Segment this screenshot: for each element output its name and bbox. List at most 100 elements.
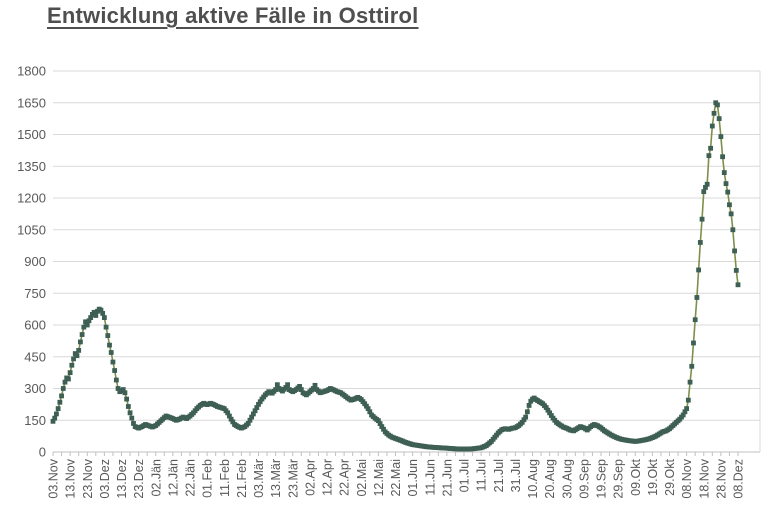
- data-point-marker: [230, 419, 236, 425]
- data-point-marker: [379, 424, 385, 429]
- data-point-marker: [110, 359, 116, 365]
- data-point-marker: [312, 382, 318, 388]
- data-point-marker: [250, 411, 256, 417]
- data-point-marker: [543, 405, 549, 410]
- data-point-marker: [55, 406, 61, 412]
- data-point-marker: [254, 405, 260, 410]
- data-point-marker: [545, 407, 551, 413]
- data-point-marker: [91, 309, 97, 315]
- data-point-marker: [523, 414, 529, 420]
- x-axis-tick-label: 29.Sep: [612, 459, 626, 499]
- data-point-marker: [735, 282, 741, 288]
- x-axis-tick-label: 22.Apr: [338, 459, 352, 496]
- data-point-marker: [108, 350, 114, 355]
- y-axis-tick-label: 1650: [17, 95, 46, 110]
- data-point-marker: [709, 123, 715, 129]
- x-axis-tick-label: 18.Nov: [697, 458, 711, 498]
- data-point-marker: [273, 387, 279, 392]
- data-point-marker: [680, 412, 686, 418]
- data-point-marker: [701, 189, 707, 195]
- data-point-marker: [76, 348, 82, 353]
- data-point-marker: [131, 421, 136, 426]
- data-point-marker: [226, 413, 232, 419]
- y-axis-tick-label: 1350: [17, 159, 46, 174]
- y-axis-tick-label: 0: [39, 445, 46, 460]
- data-point-marker: [71, 356, 76, 362]
- data-point-marker: [367, 409, 373, 415]
- x-axis-tick-label: 23.Mär: [286, 459, 300, 498]
- data-point-marker: [297, 383, 302, 389]
- x-axis-tick-label: 08.Dez: [732, 459, 746, 499]
- y-axis-tick-label: 750: [24, 286, 46, 301]
- data-point-marker: [682, 409, 688, 415]
- data-point-marker: [78, 339, 83, 345]
- data-point-marker: [704, 181, 710, 187]
- data-point-marker: [377, 421, 383, 427]
- data-point-marker: [107, 342, 112, 348]
- data-point-marker: [257, 399, 263, 405]
- x-axis-tick-label: 29.Okt: [663, 458, 677, 495]
- data-point-marker: [54, 411, 59, 417]
- data-point-marker: [727, 202, 732, 208]
- data-point-marker: [247, 417, 253, 423]
- data-point-marker: [83, 319, 88, 325]
- data-point-marker: [689, 363, 695, 369]
- data-point-marker: [720, 154, 725, 160]
- data-point-marker: [725, 189, 731, 195]
- x-axis-tick-label: 13.Dez: [115, 459, 129, 499]
- data-point-marker: [526, 403, 532, 408]
- x-axis-tick-label: 13.Nov: [64, 458, 78, 498]
- x-axis-tick-label: 12.Mai: [372, 459, 386, 497]
- y-axis-tick-label: 1500: [17, 127, 46, 142]
- x-axis-tick-label: 02.Apr: [303, 459, 317, 496]
- data-point-marker: [721, 170, 727, 175]
- x-axis-tick-label: 12.Jän: [166, 459, 180, 497]
- data-point-marker: [62, 379, 68, 385]
- data-point-marker: [103, 324, 109, 330]
- series-line: [52, 100, 739, 450]
- data-point-marker: [249, 414, 255, 420]
- x-axis-tick-label: 19.Sep: [595, 459, 609, 499]
- y-axis-tick-label: 600: [24, 318, 46, 333]
- data-point-marker: [692, 317, 698, 323]
- data-point-marker: [225, 410, 231, 416]
- data-point-marker: [81, 324, 87, 330]
- data-point-marker: [115, 386, 121, 391]
- y-axis-tick-label: 150: [24, 413, 46, 428]
- data-point-marker: [519, 419, 525, 425]
- data-point-marker: [310, 386, 316, 391]
- x-axis-tick-label: 01.Jun: [406, 459, 420, 497]
- x-axis-tick-label: 09.Sep: [577, 459, 591, 499]
- x-axis-tick-label: 23.Dez: [132, 459, 146, 499]
- data-point-marker: [711, 110, 717, 116]
- data-point-marker: [730, 227, 736, 233]
- x-axis-tick-label: 10.Aug: [526, 459, 540, 499]
- data-point-marker: [88, 315, 94, 320]
- x-axis-tick-label: 02.Jän: [149, 459, 163, 497]
- x-axis-tick-label: 13.Mär: [269, 459, 283, 498]
- data-point-marker: [129, 415, 135, 421]
- data-point-marker: [375, 418, 381, 424]
- data-point-marker: [381, 426, 386, 432]
- data-point-marker: [685, 397, 691, 403]
- data-point-marker: [101, 315, 107, 320]
- x-axis-tick-label: 03.Mär: [252, 459, 266, 498]
- data-point-marker: [697, 240, 703, 245]
- data-point-marker: [694, 295, 700, 300]
- data-point-marker: [50, 418, 56, 424]
- x-axis-tick-label: 02.Mai: [355, 459, 369, 497]
- data-point-marker: [687, 379, 693, 385]
- data-point-marker: [723, 181, 729, 187]
- data-point-marker: [86, 318, 92, 324]
- x-axis-tick-label: 01.Jul: [458, 459, 472, 492]
- data-point-marker: [733, 267, 739, 273]
- data-point-marker: [127, 410, 133, 416]
- x-axis-tick-label: 11.Jul: [475, 459, 489, 491]
- x-axis-tick-label: 23.Nov: [81, 458, 95, 498]
- data-point-marker: [57, 399, 63, 405]
- x-axis-tick-label: 20.Aug: [543, 459, 557, 499]
- data-point-marker: [113, 377, 119, 383]
- y-axis-tick-label: 450: [24, 349, 46, 364]
